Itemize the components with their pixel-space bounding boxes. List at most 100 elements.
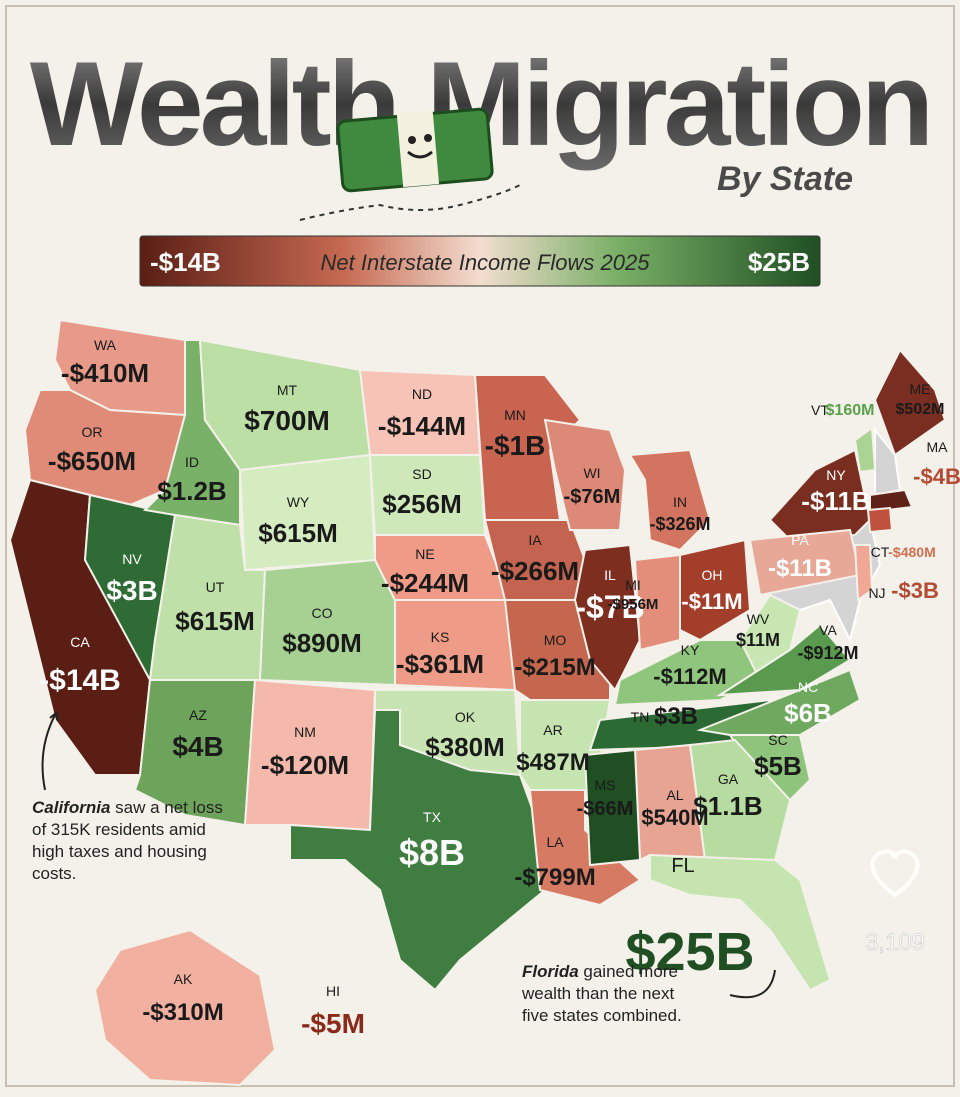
state (543, 418, 627, 531)
state-abbr: ND (412, 386, 432, 402)
state-value: -$266M (491, 556, 579, 586)
state-value: -$3B (891, 578, 939, 603)
state-abbr: MN (504, 407, 526, 423)
annotation-text: saw a net loss of 315K residents amid high… (32, 798, 223, 883)
state-value: $8B (399, 832, 465, 873)
state-value: -$144M (378, 411, 466, 441)
subtitle: By State (717, 160, 853, 198)
state-value: $1.2B (157, 476, 226, 506)
state-abbr: SC (768, 732, 787, 748)
state-value: -$14B (39, 664, 121, 697)
annotation-bold: California (32, 798, 110, 817)
state-value: $11M (736, 630, 780, 650)
state-abbr: WA (94, 337, 117, 353)
state-abbr: KS (431, 629, 450, 645)
state-value: $5B (754, 751, 802, 781)
state-abbr: MT (277, 382, 298, 398)
legend-max: $25B (748, 247, 810, 277)
state-value: -$5M (301, 1008, 365, 1039)
state (633, 553, 681, 652)
state-abbr: TX (423, 809, 442, 825)
annotation: California saw a net loss of 315K residen… (32, 798, 223, 883)
state (649, 853, 832, 992)
state-abbr: OR (82, 424, 103, 440)
state-abbr: ID (185, 454, 199, 470)
state-value: -$956M (608, 596, 659, 613)
state (583, 748, 642, 867)
state (853, 544, 874, 602)
state-value: $3B (106, 575, 157, 606)
state-value: -$799M (514, 864, 595, 891)
state-abbr: IL (604, 567, 616, 583)
state-value: -$120M (261, 750, 349, 780)
state-abbr: WV (747, 611, 770, 627)
state-abbr: IA (528, 532, 542, 548)
state-abbr: HI (326, 983, 340, 999)
state-value: -$11B (801, 486, 870, 516)
annotation-ca: California saw a net loss of 315K residen… (32, 711, 223, 883)
state (866, 506, 894, 534)
state-value: $25B (625, 922, 754, 982)
annotation-text: gained more wealth than the next five stat… (521, 962, 682, 1025)
state-abbr: VT (811, 402, 829, 418)
state-abbr: OH (702, 567, 723, 583)
state-abbr: MO (544, 632, 567, 648)
like-button[interactable]: 3,109 (865, 849, 925, 956)
state-value: -$11B (768, 555, 832, 582)
state-abbr: NV (122, 551, 142, 567)
state-value: $160M (826, 402, 875, 419)
state-abbr: AZ (189, 707, 207, 723)
state-abbr: ME (910, 381, 931, 397)
state-value: -$650M (48, 446, 136, 476)
state-abbr: CT (871, 544, 890, 560)
state-abbr: IN (673, 494, 687, 510)
state-value: -$310M (142, 999, 223, 1026)
state-value: -$76M (564, 486, 621, 508)
state-abbr: MS (595, 777, 616, 793)
state-value: $700M (244, 405, 330, 436)
state (238, 453, 377, 572)
legend-bar (139, 235, 821, 287)
state (93, 928, 277, 1087)
state-value: $1.1B (693, 791, 762, 821)
state-abbr: PA (791, 532, 809, 548)
money-mascot (299, 107, 521, 221)
annotation-bold: Florida (522, 962, 579, 981)
state (716, 623, 852, 697)
state-value: $615M (258, 518, 338, 548)
state-value: $502M (896, 401, 945, 418)
state-abbr: NY (826, 467, 846, 483)
state (869, 488, 914, 514)
state (528, 789, 642, 907)
state-abbr: WI (583, 465, 600, 481)
legend-title: Net Interstate Income Flows 2025 (321, 250, 651, 275)
state-value: -$244M (381, 568, 469, 598)
state-abbr: MI (625, 577, 641, 593)
state-value: $540M (641, 805, 708, 830)
state-abbr: TN (631, 709, 650, 725)
state-value: -$326M (649, 514, 710, 534)
state-abbr: NC (798, 679, 818, 695)
state-value: $890M (282, 628, 362, 658)
state-abbr: OK (455, 709, 476, 725)
state-value: $380M (425, 732, 505, 762)
state (873, 348, 947, 457)
labels: WA -$410M OR -$650M CA -$14B NV $3B ID $1.2B MT $70… (39, 337, 960, 1039)
annotation-fl: Florida gained more wealth than the next f… (521, 962, 776, 1025)
state-value: -$11M (681, 589, 742, 614)
state-abbr: AR (543, 722, 562, 738)
state-abbr: FL (671, 855, 694, 877)
state-abbr: WY (287, 494, 310, 510)
state-abbr: GA (718, 771, 739, 787)
state-abbr: AK (174, 971, 193, 987)
state-value: $4B (172, 731, 223, 762)
state-value: -$112M (653, 664, 726, 689)
like-icon[interactable] (870, 849, 920, 898)
state-abbr: UT (206, 579, 225, 595)
state-abbr: CA (70, 634, 90, 650)
state-abbr: AL (666, 787, 683, 803)
state-value: -$1B (485, 430, 546, 461)
state-value: -$215M (514, 654, 595, 681)
like-count: 3,109 (865, 929, 925, 956)
